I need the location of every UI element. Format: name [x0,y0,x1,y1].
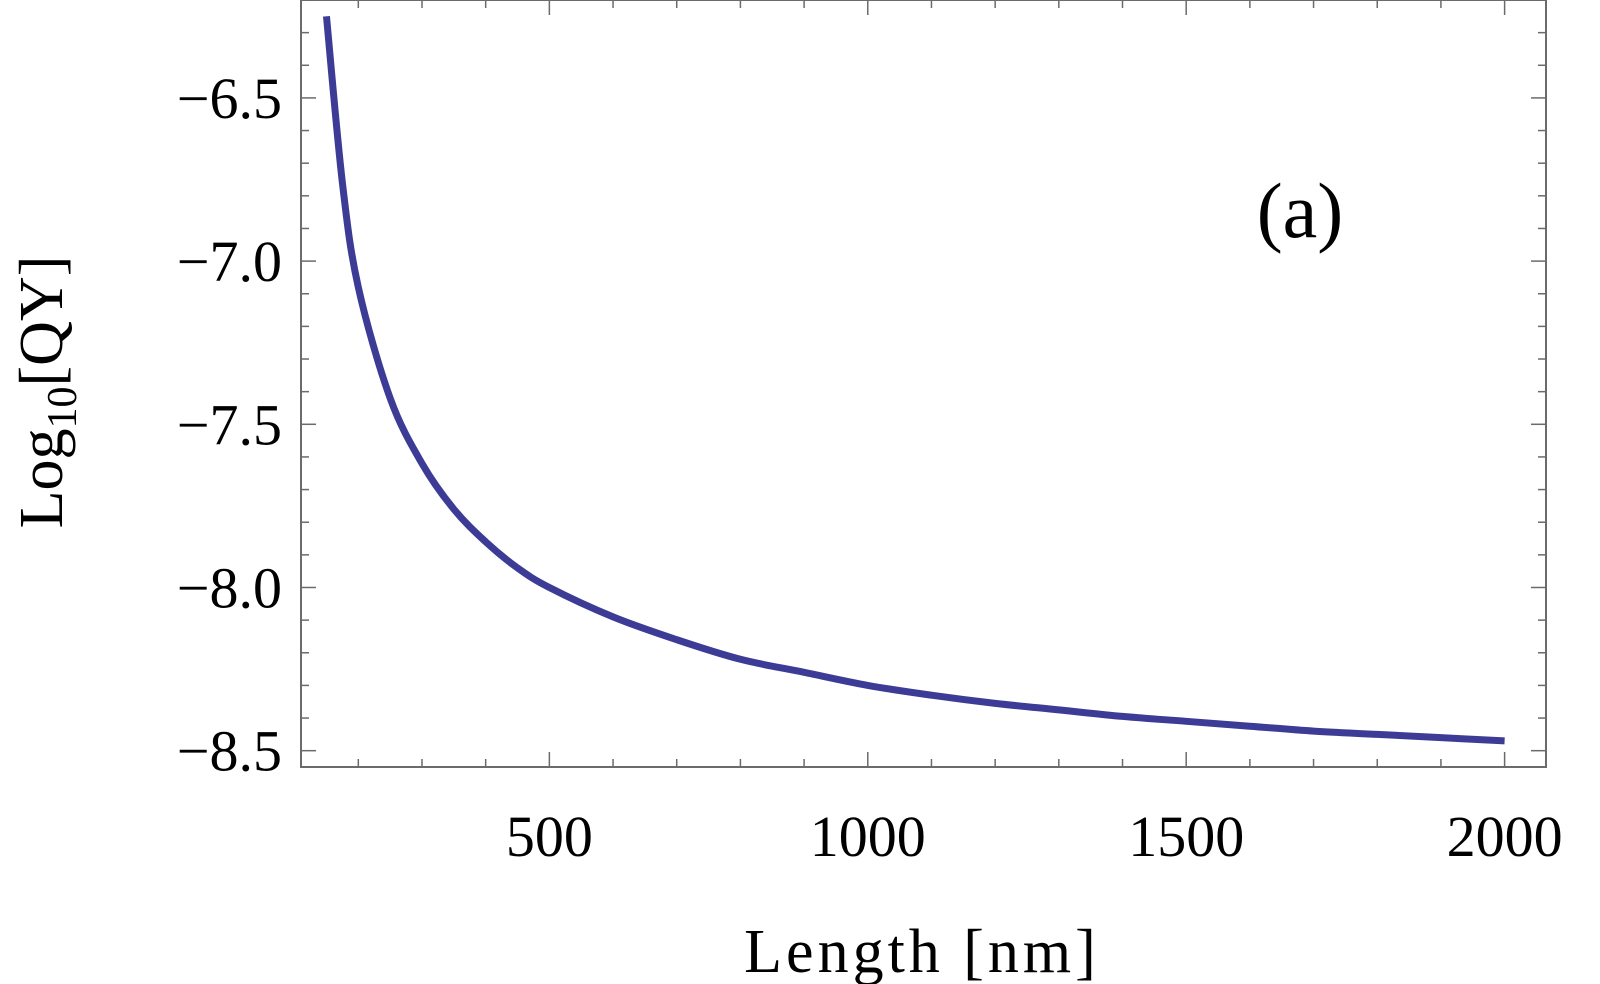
annotation-label: (a) [1257,167,1344,254]
x-axis-label: Length [nm] [744,918,1100,984]
major-ticks [301,0,1546,767]
plot-frame [300,0,1547,768]
y-tick-label: −8.0 [177,555,282,620]
y-tick-label: −6.5 [177,66,282,131]
minor-ticks [301,0,1546,767]
x-tick-label: 1500 [1128,804,1244,869]
x-tick-label: 1000 [810,804,926,869]
x-tick-label: 500 [506,804,593,869]
y-axis-label-suffix: [QY] [8,256,76,387]
x-tick-label: 2000 [1447,804,1563,869]
y-tick-label: −7.0 [177,229,282,294]
series-line [322,15,1505,745]
y-axis-label-subscript: 10 [40,386,86,428]
x-tick-labels: 500 1000 1500 2000 [506,804,1563,869]
y-tick-label: −7.5 [177,392,282,457]
y-axis-label: Log10[QY] [8,256,86,529]
y-tick-label: −8.5 [177,719,282,784]
y-axis-label-prefix: Log [8,428,76,528]
y-tick-labels: −6.5 −7.0 −7.5 −8.0 −8.5 [177,66,282,784]
series-layer [322,15,1505,745]
